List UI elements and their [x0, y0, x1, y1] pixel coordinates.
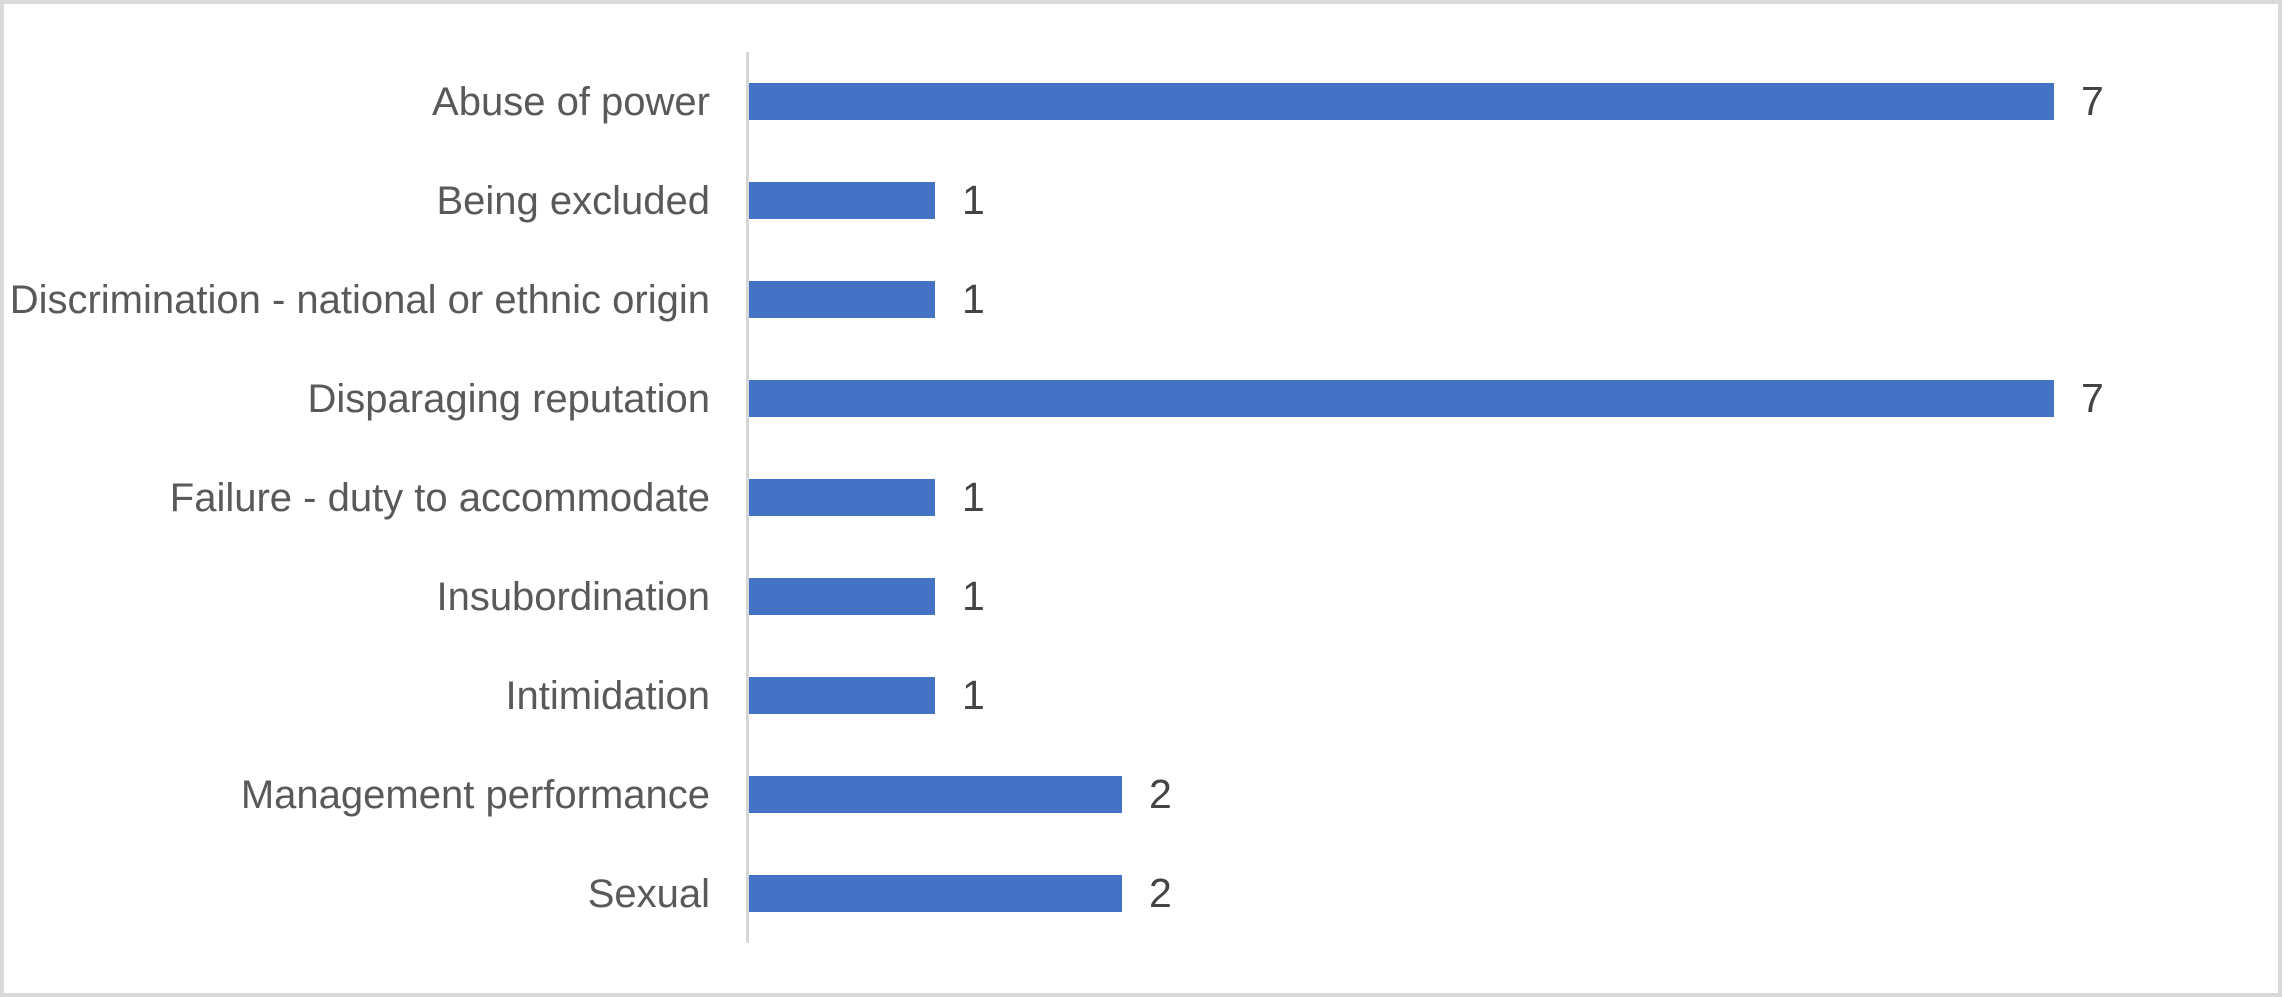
bar-row: 1	[749, 646, 2278, 745]
bar-row: 7	[749, 52, 2278, 151]
bar	[749, 677, 935, 714]
bar-row: 1	[749, 448, 2278, 547]
category-label-row: Being excluded	[20, 151, 710, 250]
value-label: 1	[962, 573, 985, 619]
plot-area: 7 1 1 7 1 1 1 2 2	[749, 52, 2278, 943]
category-label-row: Disparaging reputation	[20, 349, 710, 448]
category-label: Disparaging reputation	[307, 376, 710, 421]
bar-row: 7	[749, 349, 2278, 448]
bar-row: 2	[749, 844, 2278, 943]
value-label: 1	[962, 474, 985, 520]
bar-row: 1	[749, 250, 2278, 349]
category-label-row: Management performance	[20, 745, 710, 844]
bar	[749, 281, 935, 318]
category-label-row: Sexual	[20, 844, 710, 943]
category-label-row: Failure - duty to accommodate	[20, 448, 710, 547]
bar-row: 2	[749, 745, 2278, 844]
bar-row: 1	[749, 547, 2278, 646]
bar	[749, 776, 1122, 813]
category-label: Failure - duty to accommodate	[169, 475, 710, 520]
bar	[749, 875, 1122, 912]
value-label: 1	[962, 672, 985, 718]
value-label: 1	[962, 177, 985, 223]
bar-chart: Abuse of power Being excluded Discriminati…	[4, 4, 2278, 993]
category-label: Abuse of power	[432, 79, 710, 124]
category-label-row: Insubordination	[20, 547, 710, 646]
category-label: Intimidation	[505, 673, 710, 718]
category-label-row: Abuse of power	[20, 52, 710, 151]
bar	[749, 479, 935, 516]
bar	[749, 578, 935, 615]
bar-row: 1	[749, 151, 2278, 250]
category-label: Management performance	[240, 772, 710, 817]
category-axis-line	[746, 52, 749, 943]
value-label: 7	[2081, 78, 2104, 124]
value-label: 7	[2081, 375, 2104, 421]
category-label: Sexual	[587, 871, 710, 916]
value-label: 2	[1149, 771, 1172, 817]
bar	[749, 182, 935, 219]
category-label-row: Discrimination - national or ethnic orig…	[10, 250, 710, 349]
category-label: Insubordination	[436, 574, 710, 619]
value-label: 1	[962, 276, 985, 322]
bar	[749, 380, 2054, 417]
category-label: Discrimination - national or ethnic orig…	[9, 277, 710, 322]
value-label: 2	[1149, 870, 1172, 916]
bar	[749, 83, 2054, 120]
category-axis-labels: Abuse of power Being excluded Discriminati…	[10, 52, 710, 943]
category-label: Being excluded	[436, 178, 710, 223]
category-label-row: Intimidation	[20, 646, 710, 745]
